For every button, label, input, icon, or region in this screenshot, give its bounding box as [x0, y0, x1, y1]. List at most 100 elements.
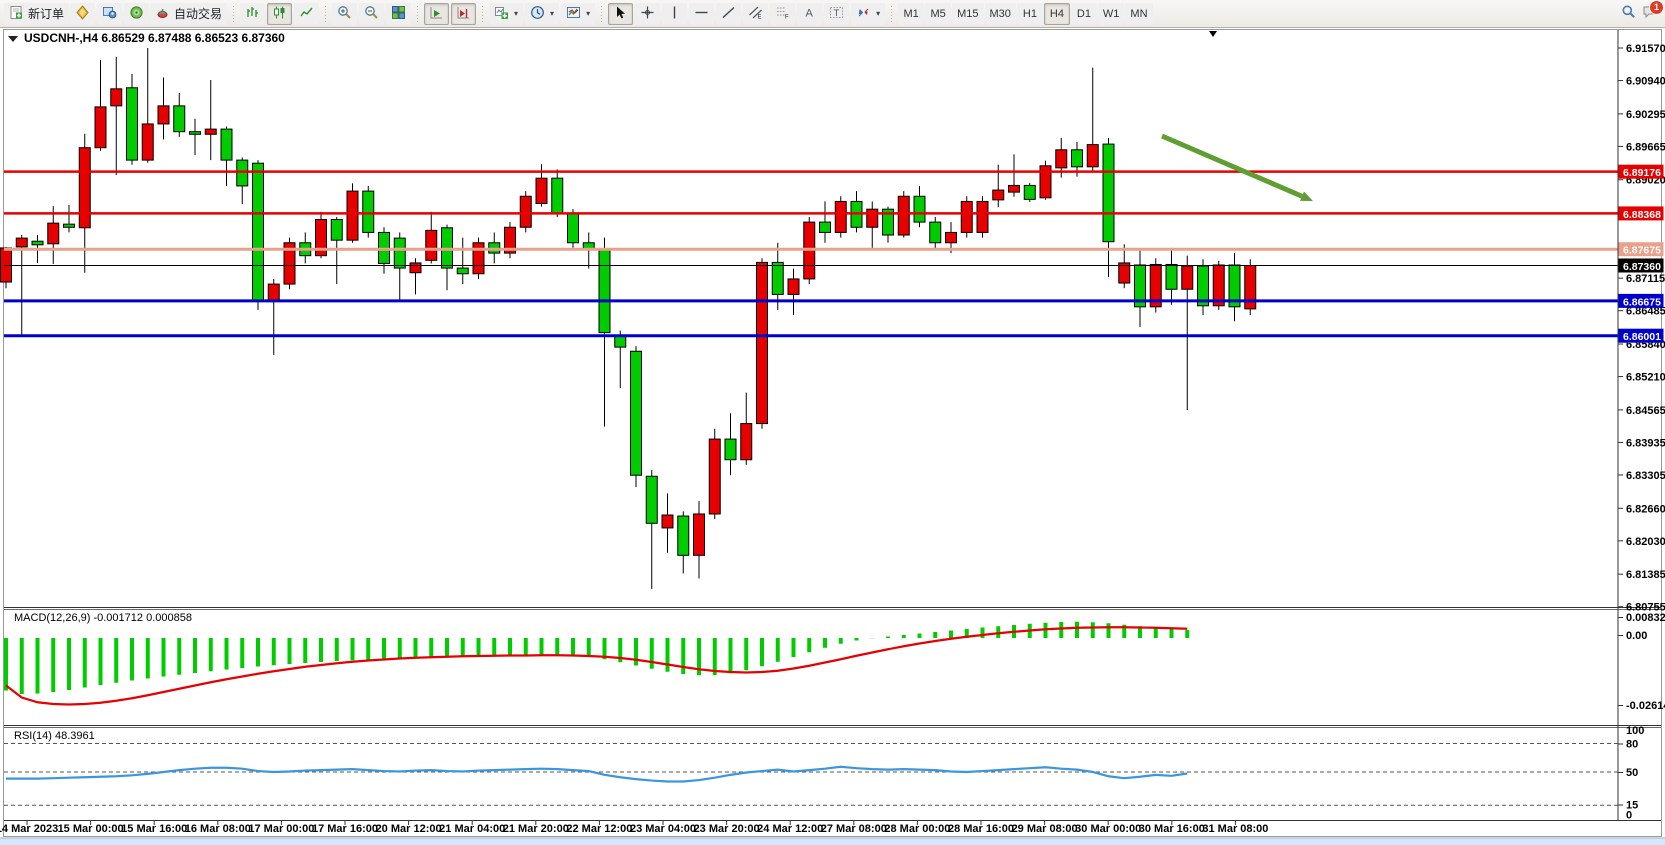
text-icon: A — [802, 5, 817, 23]
market-watch-button[interactable] — [70, 2, 96, 25]
timeframe-button-m15[interactable]: M15 — [952, 2, 984, 25]
chart-shift-button[interactable] — [451, 2, 477, 25]
time-axis-label: 24 Mar 12:00 — [757, 823, 823, 835]
macd-axis-label: -0.026146 — [1626, 700, 1665, 712]
auto-scroll-button[interactable] — [424, 2, 450, 25]
data-window-button[interactable] — [97, 2, 123, 25]
toolbar-grip — [889, 3, 895, 24]
text-button[interactable]: A — [797, 2, 823, 25]
market-watch-icon — [75, 4, 90, 23]
candle-body — [236, 159, 249, 187]
candle-body — [47, 222, 60, 245]
equidistant-channel-button[interactable]: E — [743, 2, 769, 25]
price-chart[interactable]: 6.915706.909406.902956.896656.890206.871… — [0, 28, 1665, 845]
fibonacci-button[interactable]: F — [770, 2, 796, 25]
rsi-line — [6, 765, 1188, 783]
time-axis-label: 15 Mar 00:00 — [58, 823, 124, 835]
search-icon[interactable] — [1621, 4, 1636, 24]
bar-chart-button[interactable] — [240, 2, 266, 25]
auto-scroll-icon — [429, 5, 444, 23]
time-axis-label: 27 Mar 08:00 — [821, 823, 887, 835]
main-toolbar: 新订单 自动交易 ▾ ▾ ▾ E F A T ▾ M1 M5 M15 M30 H1 H4 D1 W1 MN … — [0, 0, 1665, 28]
tile-windows-button[interactable] — [386, 2, 412, 25]
time-axis-label: 22 Mar 12:00 — [566, 823, 632, 835]
vertical-line-button[interactable] — [662, 2, 688, 25]
candlestick-button[interactable] — [267, 2, 293, 25]
candle-body — [882, 208, 894, 236]
candle-body — [771, 261, 784, 295]
candle-body — [1134, 264, 1146, 308]
zoom-out-button[interactable] — [359, 2, 385, 25]
arrows-button[interactable]: ▾ — [851, 2, 886, 25]
candle-body — [866, 208, 879, 228]
chevron-down-icon[interactable]: ▾ — [514, 9, 519, 18]
zoom-in-icon — [337, 5, 352, 23]
timeframe-button-h1[interactable]: H1 — [1016, 2, 1043, 25]
macd-axis-label: 0.008329 — [1626, 612, 1665, 624]
chevron-down-icon[interactable]: ▾ — [550, 9, 555, 18]
cursor-icon — [613, 5, 628, 23]
price-level-badge — [1618, 206, 1664, 221]
timeframe-button-m30[interactable]: M30 — [984, 2, 1016, 25]
candle-body — [1102, 143, 1115, 243]
candle-body — [897, 195, 910, 236]
time-axis-label: 21 Mar 04:00 — [439, 823, 505, 835]
candle-body — [425, 229, 438, 261]
price-level-badge-label: 6.87360 — [1623, 261, 1661, 273]
chart-title: USDCNH-,H4 6.86529 6.87488 6.86523 6.873… — [24, 31, 285, 45]
timeframe-button-m1[interactable]: M1 — [898, 2, 925, 25]
tile-windows-icon — [391, 5, 406, 23]
candle-body — [1071, 149, 1083, 168]
add-indicator-button[interactable]: ▾ — [489, 2, 524, 25]
candle-body — [992, 189, 1005, 201]
svg-text:A: A — [806, 7, 814, 19]
line-chart-button[interactable] — [294, 2, 320, 25]
candle-body — [693, 513, 705, 556]
zoom-in-button[interactable] — [332, 2, 358, 25]
chevron-down-icon[interactable]: ▾ — [876, 9, 881, 18]
price-level-badge-label: 6.89176 — [1623, 167, 1661, 179]
fibonacci-icon: F — [775, 5, 790, 23]
candle-body — [929, 221, 942, 244]
strategy-tester-button[interactable] — [124, 2, 150, 25]
templates-button[interactable]: ▾ — [561, 2, 596, 25]
candle-body — [1149, 263, 1162, 308]
time-axis-label: 31 Mar 08:00 — [1202, 823, 1268, 835]
periods-button[interactable]: ▾ — [525, 2, 560, 25]
timeframe-button-h4[interactable]: H4 — [1043, 2, 1070, 25]
notification-badge: 1 — [1649, 0, 1664, 15]
candle-body — [1055, 149, 1068, 169]
candle-body — [346, 190, 359, 241]
candle-body — [960, 200, 973, 233]
candle-body — [630, 350, 642, 476]
arrows-icon — [856, 5, 871, 23]
periods-icon — [530, 5, 545, 23]
new-order-icon — [9, 5, 24, 23]
timeframe-button-d1[interactable]: D1 — [1070, 2, 1097, 25]
zoom-out-icon — [364, 5, 379, 23]
price-level-badge — [1618, 293, 1664, 308]
timeframe-button-mn[interactable]: MN — [1125, 2, 1153, 25]
price-axis-label: 6.90295 — [1626, 109, 1665, 121]
candle-body — [1039, 165, 1052, 199]
cursor-button[interactable] — [608, 2, 634, 25]
candle-body — [1118, 262, 1131, 284]
svg-text:E: E — [758, 14, 762, 20]
chevron-down-icon[interactable]: ▾ — [586, 9, 591, 18]
price-axis-label: 6.82030 — [1626, 536, 1665, 548]
candle-body — [409, 262, 422, 274]
svg-text:F: F — [785, 14, 789, 20]
trendline-button[interactable] — [716, 2, 742, 25]
chat-button[interactable]: 1 — [1642, 0, 1664, 24]
candle-body — [315, 219, 327, 257]
horizontal-line-button[interactable] — [689, 2, 715, 25]
candle-body — [598, 249, 611, 334]
new-order-button[interactable]: 新订单 — [4, 2, 70, 25]
candle-body — [283, 242, 296, 285]
rsi-axis-label: 80 — [1626, 739, 1638, 751]
crosshair-button[interactable] — [635, 2, 661, 25]
auto-trading-button[interactable]: 自动交易 — [150, 2, 228, 25]
text-label-button[interactable]: T — [824, 2, 850, 25]
timeframe-button-m5[interactable]: M5 — [925, 2, 952, 25]
timeframe-button-w1[interactable]: W1 — [1097, 2, 1125, 25]
